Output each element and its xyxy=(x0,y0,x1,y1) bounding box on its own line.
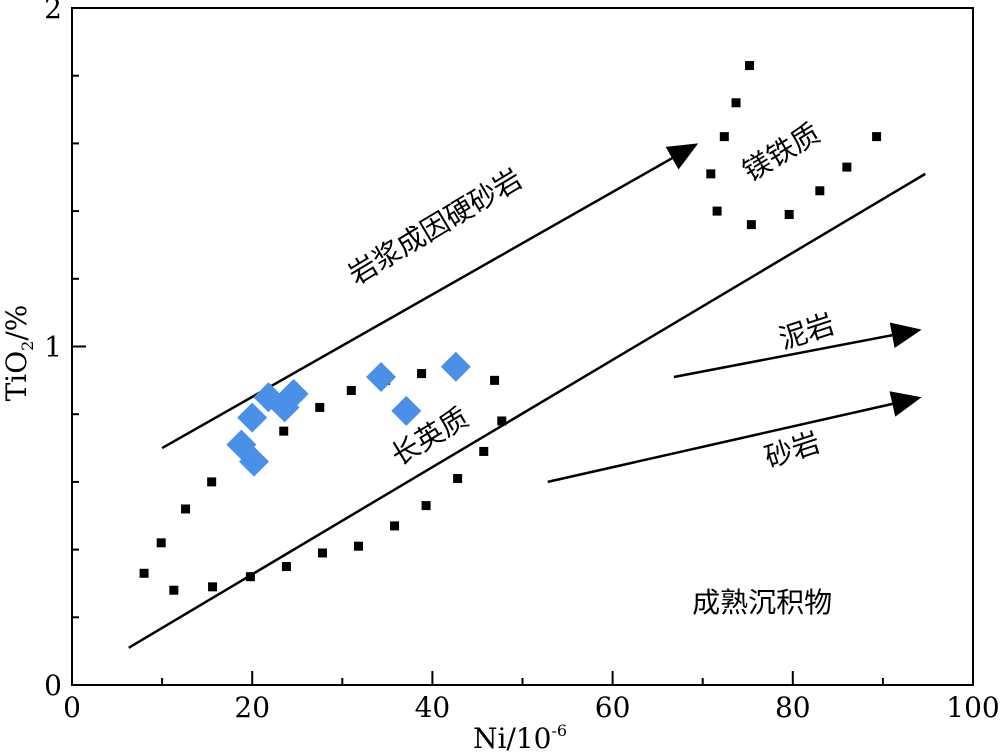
data-points xyxy=(226,351,471,477)
data-point xyxy=(366,361,397,392)
boundary-dot xyxy=(279,426,289,436)
axis-ticks xyxy=(71,7,974,686)
field-label: 镁铁质 xyxy=(737,116,826,188)
y-tick-label: 0 xyxy=(44,669,62,702)
axis-tick-labels: 0 20 40 60 80 100 0 1 2 xyxy=(44,0,1000,724)
x-tick-label: 60 xyxy=(595,691,631,724)
boundary-dot xyxy=(872,132,882,142)
boundary-dot xyxy=(497,416,507,426)
boundary-dot xyxy=(746,220,756,230)
y-axis-title-sub: 2 xyxy=(18,341,37,351)
y-tick-label: 1 xyxy=(44,331,62,364)
data-point xyxy=(239,446,270,477)
trend-arrow xyxy=(547,402,893,484)
y-axis-title: TiO2/% xyxy=(0,305,37,402)
boundary-dot xyxy=(207,477,217,487)
boundary-lines xyxy=(128,143,926,649)
boundary-dot xyxy=(417,369,427,379)
boundary-dot xyxy=(784,209,794,219)
boundary-dot xyxy=(181,504,191,514)
x-axis-title-main: Ni/10 xyxy=(473,722,552,753)
trend-arrow xyxy=(673,333,893,379)
data-point xyxy=(440,351,471,382)
data-point xyxy=(237,402,268,433)
data-point xyxy=(391,395,422,426)
field-label: 砂岩 xyxy=(761,426,824,475)
boundary-dot xyxy=(354,541,364,551)
boundary-dot xyxy=(712,206,722,216)
boundary-dot xyxy=(745,61,755,71)
trend-arrowhead xyxy=(665,143,699,170)
boundary-dot xyxy=(245,572,255,582)
boundary-dot xyxy=(421,501,431,511)
trend-arrowhead xyxy=(889,391,922,417)
boundary-dot xyxy=(208,582,218,592)
x-tick-label: 40 xyxy=(415,691,451,724)
boundary-dot xyxy=(815,186,825,196)
x-tick-label: 80 xyxy=(775,691,811,724)
trend-arrowhead xyxy=(889,322,922,348)
boundary-dot xyxy=(139,568,149,578)
y-axis-title-suffix: /% xyxy=(0,305,33,341)
boundary-dot xyxy=(842,162,852,172)
x-tick-label: 0 xyxy=(63,691,81,724)
x-axis-title: Ni/10-6 xyxy=(473,721,567,753)
boundary-dot xyxy=(731,98,741,108)
field-label: 成熟沉积物 xyxy=(692,586,832,619)
y-tick-label: 2 xyxy=(44,0,62,25)
boundary-dot xyxy=(346,386,356,396)
boundary-dot xyxy=(390,521,400,531)
boundary-dot xyxy=(281,562,291,572)
boundary-dot xyxy=(479,446,489,456)
y-axis-title-main: TiO xyxy=(0,351,33,402)
data-point xyxy=(278,378,309,409)
field-label: 泥岩 xyxy=(775,307,838,356)
boundary-dot xyxy=(317,548,327,558)
x-axis-title-sup: -6 xyxy=(551,721,567,740)
boundary-dot xyxy=(169,585,179,595)
boundary-line xyxy=(128,172,926,649)
boundary-dot xyxy=(156,538,166,548)
boundary-dot xyxy=(706,169,716,179)
boundary-dot xyxy=(490,375,500,385)
boundary-dot xyxy=(719,132,729,142)
x-tick-label: 100 xyxy=(946,691,999,724)
field-label: 岩浆成因硬砂岩 xyxy=(343,162,528,291)
x-tick-label: 20 xyxy=(234,691,270,724)
trend-arrow xyxy=(161,157,673,450)
boundary-dot xyxy=(315,402,325,412)
boundary-dot xyxy=(453,474,463,484)
